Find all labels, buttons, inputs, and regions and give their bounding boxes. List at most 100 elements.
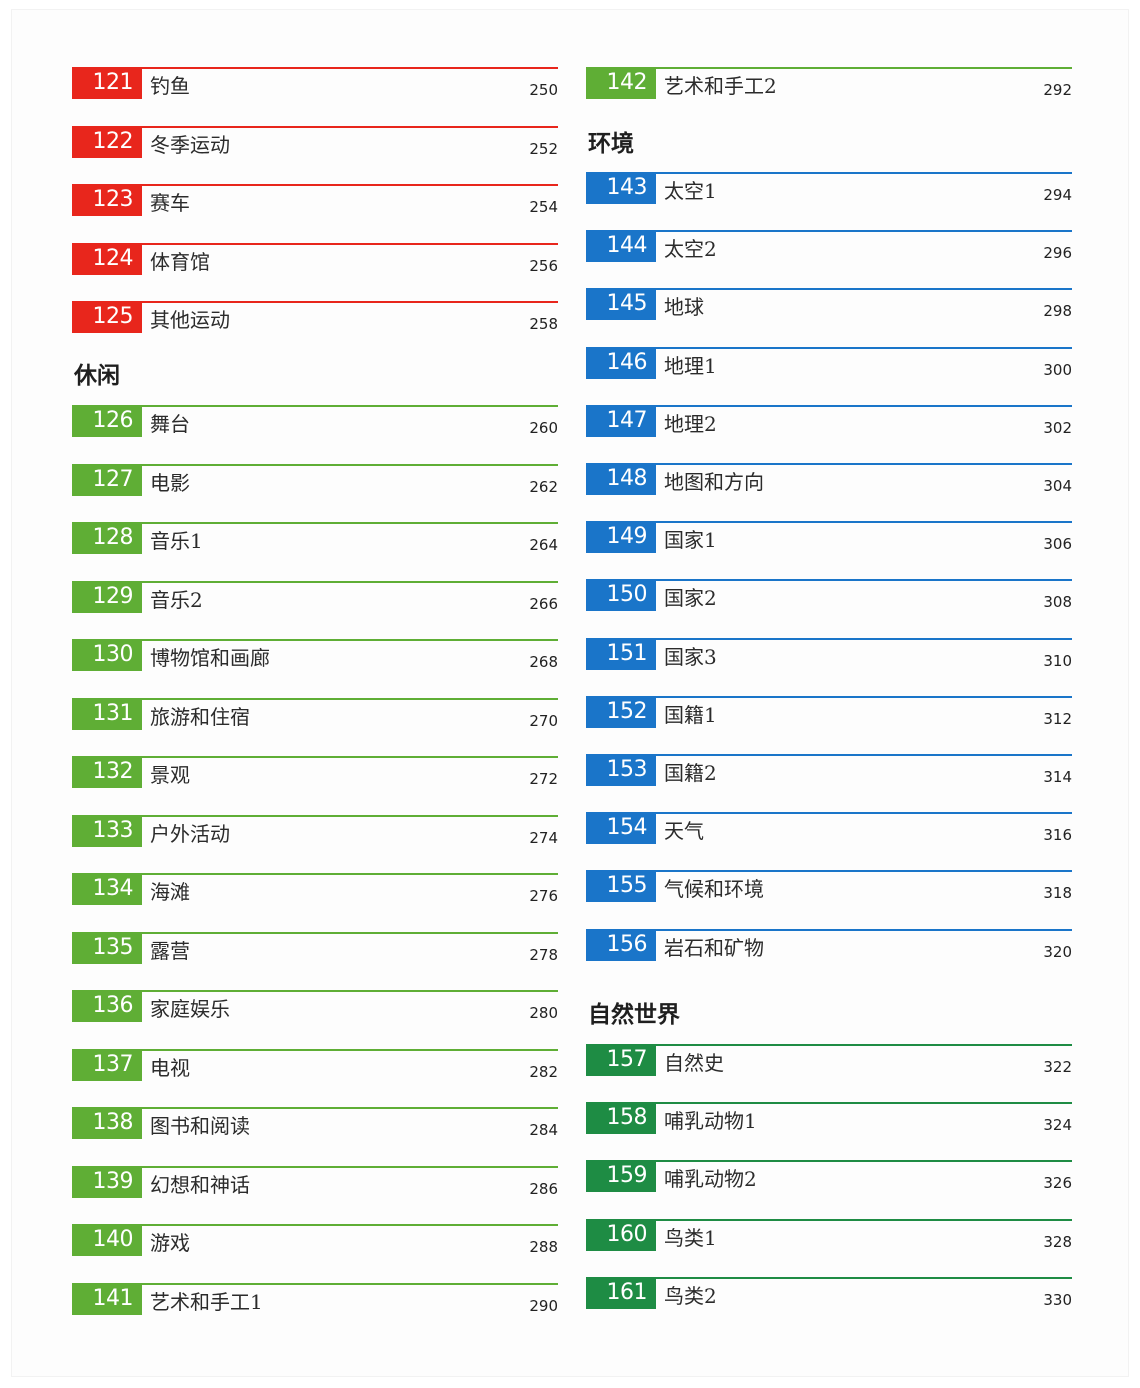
toc-entry[interactable]: 137 电视 282 bbox=[72, 1048, 558, 1085]
entry-title: 赛车 bbox=[150, 191, 190, 215]
toc-entry[interactable]: 160 鸟类1 328 bbox=[586, 1218, 1072, 1255]
entry-title: 海滩 bbox=[150, 880, 190, 904]
toc-entry[interactable]: 129 音乐2 266 bbox=[72, 580, 558, 617]
toc-entry[interactable]: 140 游戏 288 bbox=[72, 1224, 558, 1260]
entry-page-number: 254 bbox=[529, 198, 558, 216]
entry-page-number: 276 bbox=[529, 887, 558, 905]
toc-entry[interactable]: 121 钓鱼 250 bbox=[72, 67, 558, 103]
entry-number-badge: 161 bbox=[586, 1276, 656, 1309]
toc-entry[interactable]: 124 体育馆 256 bbox=[72, 242, 558, 279]
toc-entry[interactable]: 155 气候和环境 318 bbox=[586, 870, 1072, 906]
entry-number-badge: 138 bbox=[72, 1107, 142, 1139]
toc-entry[interactable]: 159 哺乳动物2 326 bbox=[586, 1160, 1072, 1196]
toc-entry[interactable]: 138 图书和阅读 284 bbox=[72, 1107, 558, 1143]
entry-title: 地图和方向 bbox=[664, 470, 764, 494]
entry-rule-line bbox=[656, 695, 1072, 698]
entry-rule-line bbox=[656, 230, 1072, 233]
toc-entry[interactable]: 149 国家1 306 bbox=[586, 521, 1072, 557]
toc-entry[interactable]: 161 鸟类2 330 bbox=[586, 1276, 1072, 1313]
entry-title: 地理1 bbox=[664, 353, 717, 378]
entry-rule-line bbox=[656, 928, 1072, 931]
toc-entry[interactable]: 144 太空2 296 bbox=[586, 230, 1072, 266]
entry-rule-line bbox=[656, 288, 1072, 291]
entry-page-number: 300 bbox=[1043, 360, 1072, 379]
entry-page-number: 268 bbox=[529, 653, 558, 671]
entry-title: 舞台 bbox=[150, 412, 190, 436]
toc-entry[interactable]: 126 舞台 260 bbox=[72, 405, 558, 441]
entry-page-number: 282 bbox=[529, 1062, 558, 1081]
entry-number-badge: 159 bbox=[586, 1160, 656, 1193]
toc-entry[interactable]: 131 旅游和住宿 270 bbox=[72, 697, 558, 734]
entry-number-badge: 150 bbox=[586, 579, 656, 612]
toc-page: 121 钓鱼 250 122 冬季运动 252 123 赛车 254 124 体育馆 256 125 其他… bbox=[12, 10, 1128, 1376]
entry-title: 电影 bbox=[150, 470, 190, 495]
entry-title: 太空2 bbox=[664, 237, 717, 262]
entry-page-number: 252 bbox=[529, 139, 558, 158]
entry-title: 太空1 bbox=[664, 179, 717, 203]
entry-rule-line bbox=[142, 1165, 558, 1168]
toc-entry[interactable]: 154 天气 316 bbox=[586, 812, 1072, 848]
toc-entry[interactable]: 130 博物馆和画廊 268 bbox=[72, 639, 558, 675]
entry-title: 艺术和手工1 bbox=[150, 1289, 263, 1314]
entry-rule-line bbox=[656, 754, 1072, 756]
entry-number-badge: 135 bbox=[72, 931, 142, 964]
toc-entry[interactable]: 153 国籍2 314 bbox=[586, 754, 1072, 790]
toc-entry[interactable]: 142 艺术和手工2 292 bbox=[586, 67, 1072, 103]
entry-title: 国家1 bbox=[664, 528, 717, 553]
toc-entry[interactable]: 143 太空1 294 bbox=[586, 172, 1072, 208]
entry-page-number: 262 bbox=[529, 477, 558, 496]
toc-entry[interactable]: 128 音乐1 264 bbox=[72, 522, 558, 558]
toc-entry[interactable]: 141 艺术和手工1 290 bbox=[72, 1282, 558, 1319]
entry-title: 图书和阅读 bbox=[150, 1114, 250, 1138]
toc-entry[interactable]: 133 户外活动 274 bbox=[72, 814, 558, 851]
toc-entry[interactable]: 122 冬季运动 252 bbox=[72, 125, 558, 162]
entry-rule-line bbox=[142, 639, 558, 641]
toc-entry[interactable]: 151 国家3 310 bbox=[586, 637, 1072, 674]
entry-title: 国籍1 bbox=[664, 702, 717, 727]
toc-entry[interactable]: 152 国籍1 312 bbox=[586, 695, 1072, 732]
entry-rule-line bbox=[142, 1048, 558, 1051]
entry-number-badge: 148 bbox=[586, 463, 656, 495]
entry-title: 音乐2 bbox=[150, 587, 203, 612]
toc-entry[interactable]: 125 其他运动 258 bbox=[72, 301, 558, 337]
entry-title: 户外活动 bbox=[150, 821, 230, 846]
entry-rule-line bbox=[142, 301, 558, 303]
toc-entry[interactable]: 150 国家2 308 bbox=[586, 579, 1072, 615]
entry-rule-line bbox=[142, 125, 558, 128]
entry-number-badge: 147 bbox=[586, 404, 656, 437]
toc-entry[interactable]: 123 赛车 254 bbox=[72, 184, 558, 220]
toc-entry[interactable]: 147 地理2 302 bbox=[586, 404, 1072, 441]
entry-number-badge: 123 bbox=[72, 184, 142, 216]
entry-page-number: 330 bbox=[1043, 1290, 1072, 1309]
entry-title: 鸟类2 bbox=[664, 1283, 717, 1308]
toc-entry[interactable]: 127 电影 262 bbox=[72, 463, 558, 500]
entry-rule-line bbox=[142, 184, 558, 186]
toc-entry[interactable]: 156 岩石和矿物 320 bbox=[586, 928, 1072, 965]
entry-number-badge: 145 bbox=[586, 288, 656, 321]
toc-entry[interactable]: 148 地图和方向 304 bbox=[586, 463, 1072, 499]
toc-entry[interactable]: 135 露营 278 bbox=[72, 931, 558, 968]
toc-entry[interactable]: 158 哺乳动物1 324 bbox=[586, 1102, 1072, 1138]
entry-title: 家庭娱乐 bbox=[150, 997, 230, 1021]
entry-number-badge: 141 bbox=[72, 1282, 142, 1315]
toc-entry[interactable]: 132 景观 272 bbox=[72, 756, 558, 792]
entry-title: 气候和环境 bbox=[664, 877, 764, 902]
entry-title: 国家2 bbox=[664, 586, 717, 611]
entry-title: 哺乳动物1 bbox=[664, 1109, 757, 1134]
toc-entry[interactable]: 146 地理1 300 bbox=[586, 346, 1072, 383]
entry-page-number: 298 bbox=[1043, 302, 1072, 321]
entry-title: 露营 bbox=[150, 938, 190, 963]
entry-rule-line bbox=[142, 463, 558, 466]
toc-entry[interactable]: 139 幻想和神话 286 bbox=[72, 1165, 558, 1202]
entry-title: 地理2 bbox=[664, 411, 717, 436]
toc-entry[interactable]: 157 自然史 322 bbox=[586, 1044, 1072, 1080]
entry-rule-line bbox=[656, 172, 1072, 174]
entry-page-number: 294 bbox=[1043, 186, 1072, 204]
entry-page-number: 316 bbox=[1043, 826, 1072, 845]
toc-entry[interactable]: 136 家庭娱乐 280 bbox=[72, 990, 558, 1026]
entry-page-number: 256 bbox=[529, 256, 558, 275]
entry-page-number: 308 bbox=[1043, 593, 1072, 612]
toc-entry[interactable]: 134 海滩 276 bbox=[72, 873, 558, 909]
toc-entry[interactable]: 145 地球 298 bbox=[586, 288, 1072, 324]
entry-title: 博物馆和画廊 bbox=[150, 646, 270, 670]
